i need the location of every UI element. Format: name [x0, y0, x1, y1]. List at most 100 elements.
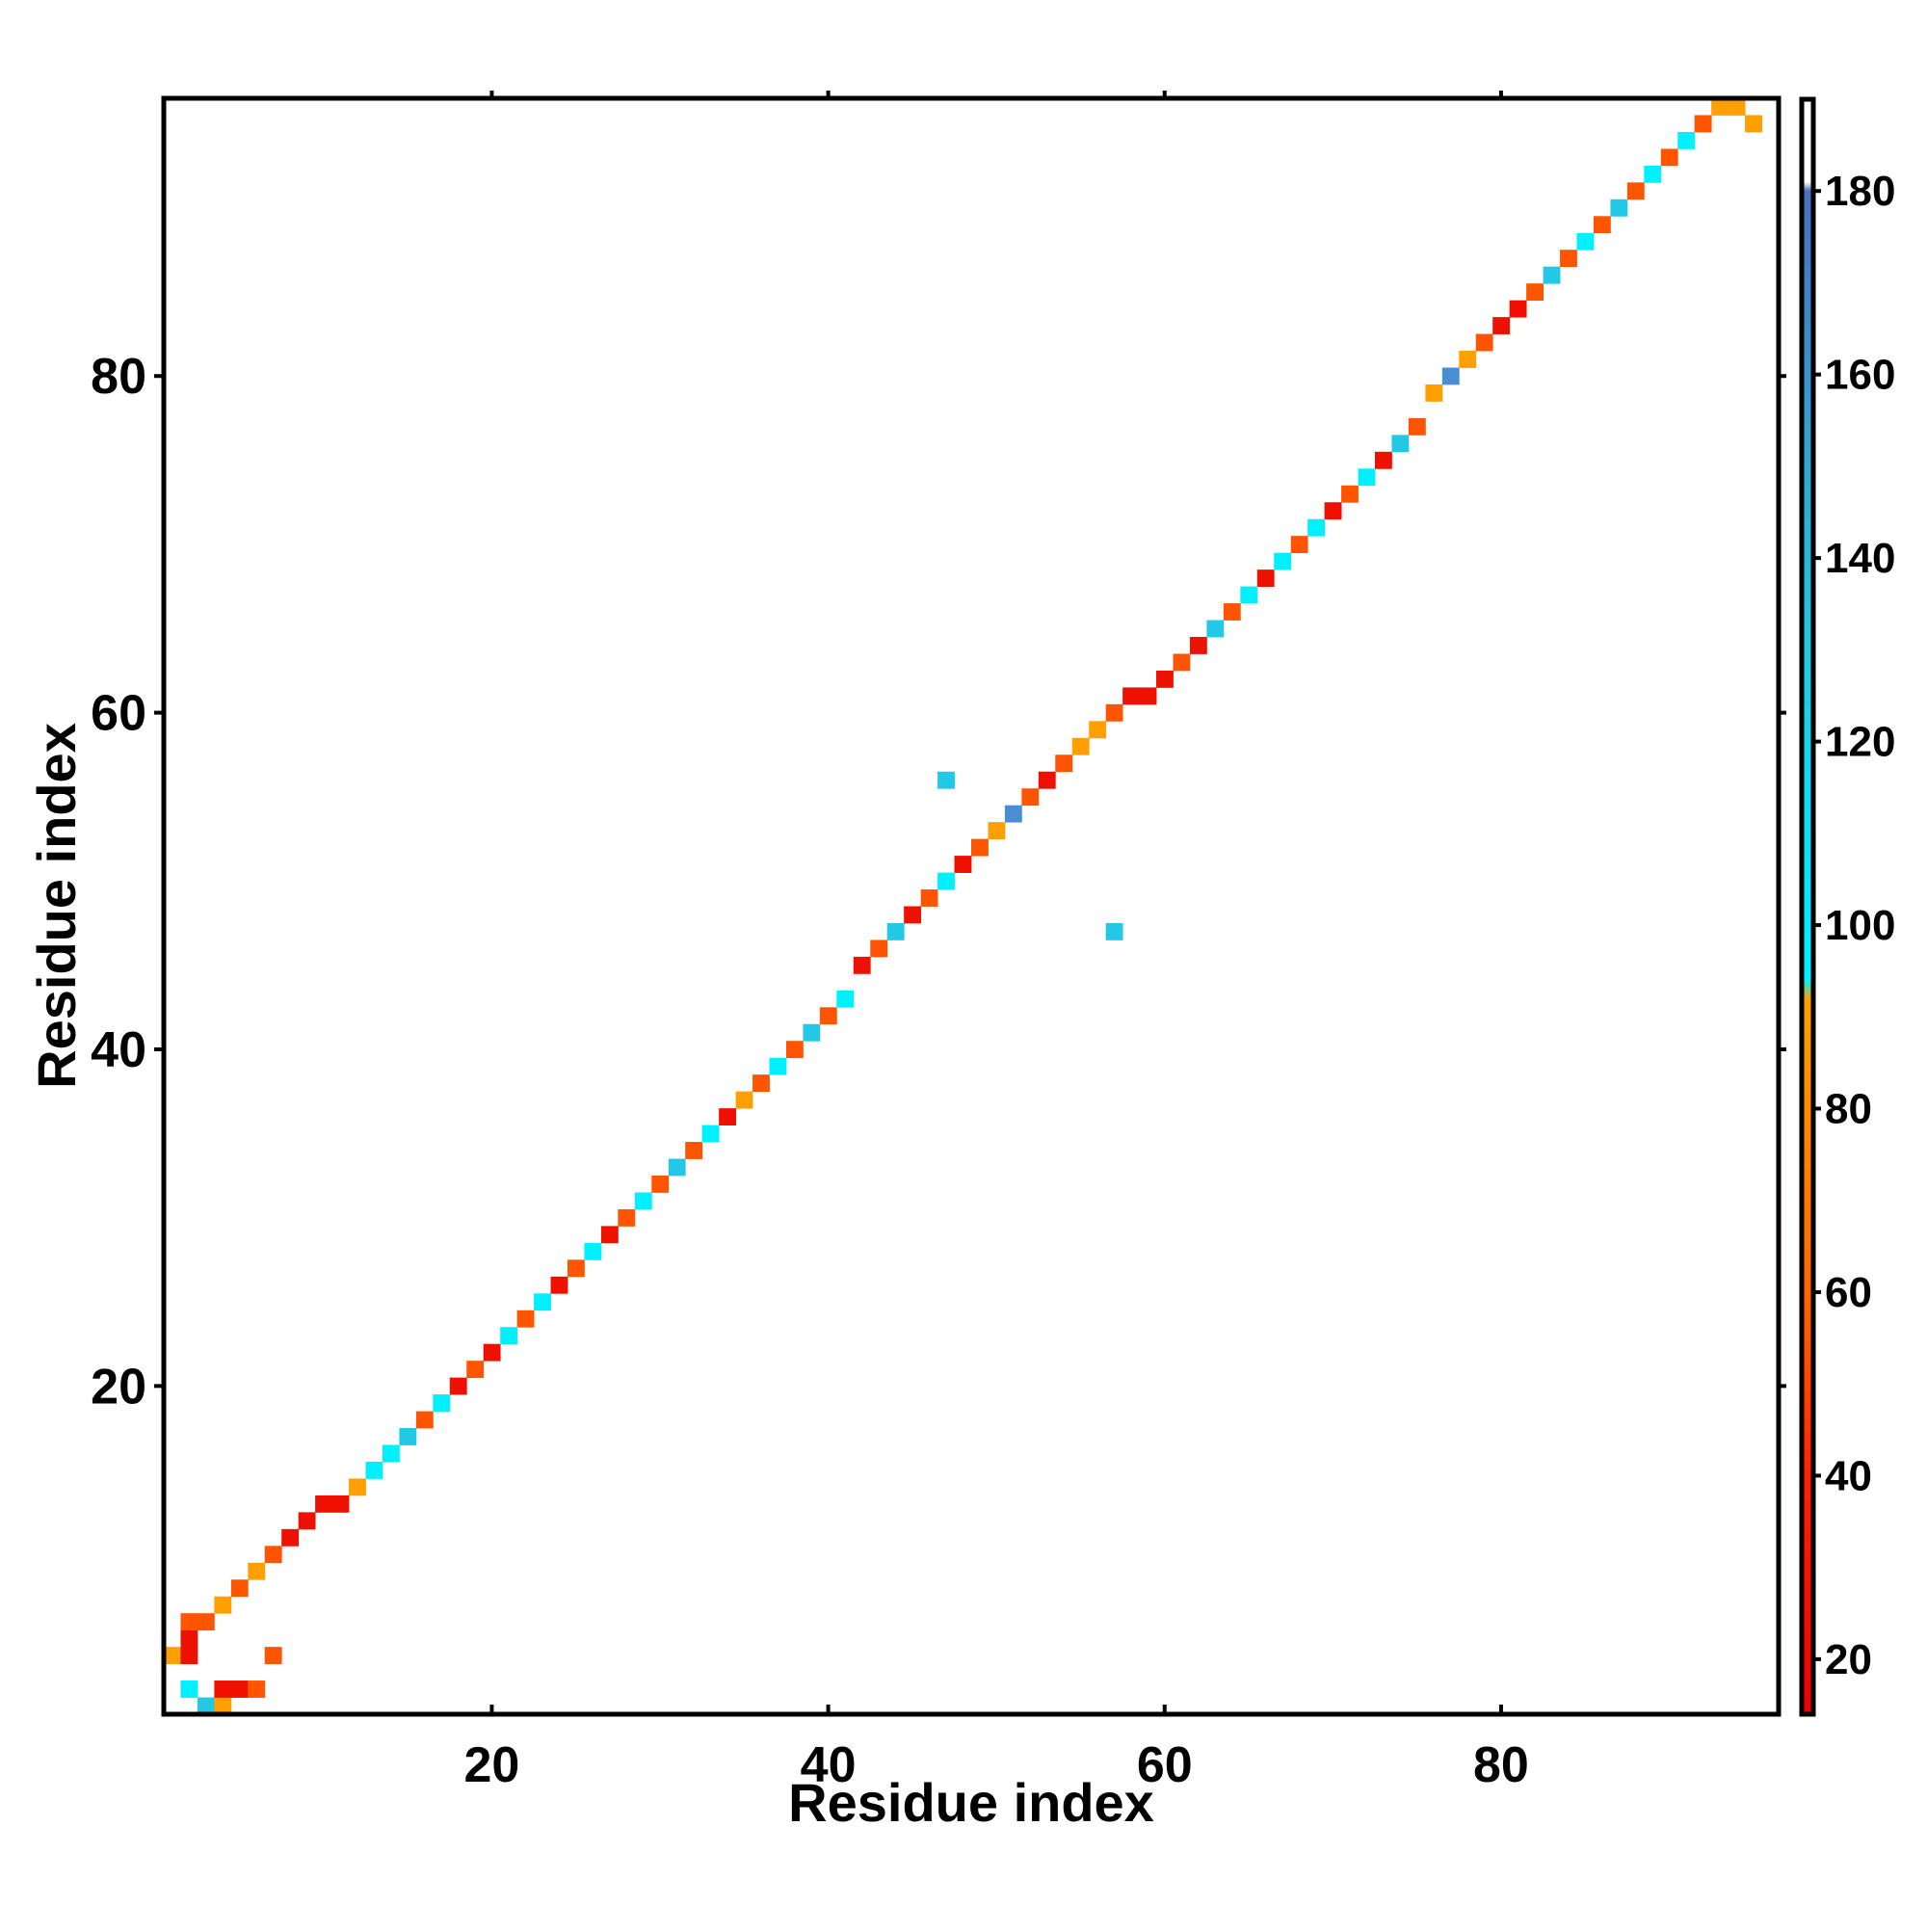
y-axis-title: Residue index — [26, 723, 87, 1089]
heatmap-cell — [331, 1495, 350, 1513]
heatmap-cell — [853, 956, 871, 974]
heatmap-cell — [449, 1377, 467, 1395]
heatmap-cell — [1139, 687, 1157, 705]
heatmap-cell — [264, 1546, 282, 1564]
heatmap-cell — [651, 1176, 670, 1193]
heatmap-cell — [399, 1428, 417, 1445]
heatmap-cell — [1408, 417, 1426, 436]
heatmap-cell — [971, 838, 989, 857]
heatmap-cell — [1021, 788, 1040, 807]
heatmap-cell — [1341, 485, 1359, 503]
heatmap-cell — [785, 1041, 804, 1059]
heatmap-cell — [264, 1647, 282, 1664]
heatmap-cell — [752, 1074, 770, 1093]
heatmap-cell — [315, 1495, 332, 1513]
heatmap-cell — [1004, 805, 1022, 823]
heatmap-cell — [1694, 115, 1712, 133]
y-tick-label: 20 — [91, 1359, 146, 1415]
heatmap-cell — [701, 1125, 720, 1143]
heatmap-cell — [719, 1108, 736, 1125]
heatmap-cell — [281, 1528, 300, 1547]
heatmap-cell — [1105, 922, 1123, 940]
x-tick-label: 40 — [801, 1737, 857, 1793]
heatmap-cell — [937, 771, 955, 789]
heatmap-cell — [1745, 115, 1762, 133]
heatmap-cell — [1173, 653, 1191, 672]
heatmap-cell — [1441, 367, 1460, 385]
heatmap-cell — [1475, 333, 1493, 352]
heatmap-cell — [1055, 754, 1073, 773]
colorbar-tick-label: 60 — [1825, 1269, 1872, 1316]
heatmap-cell — [1576, 232, 1595, 251]
heatmap-cell — [483, 1343, 501, 1362]
heatmap-cell — [1038, 771, 1056, 789]
heatmap-cell — [1660, 148, 1678, 167]
heatmap-cell — [1189, 637, 1207, 654]
heatmap-cell — [214, 1596, 232, 1614]
heatmap-cell — [954, 856, 972, 873]
colorbar-tick-label: 180 — [1825, 168, 1895, 215]
heatmap-cell — [668, 1158, 686, 1177]
colorbar-tick-label: 160 — [1825, 352, 1895, 399]
x-axis-title: Residue index — [788, 1772, 1154, 1833]
colorbar-tick-label: 140 — [1825, 535, 1895, 582]
heatmap-cell — [1626, 182, 1645, 200]
heatmap-cell — [1223, 603, 1241, 621]
heatmap-cell — [1728, 98, 1746, 116]
heatmap-cell — [164, 1647, 181, 1664]
heatmap-cell — [1526, 283, 1544, 302]
heatmap-cell — [920, 889, 938, 907]
heatmap-cell — [988, 822, 1006, 840]
heatmap-cell — [180, 1647, 198, 1664]
y-tick-label: 60 — [91, 686, 146, 742]
heatmap-cells — [164, 98, 1762, 1715]
heatmap-cell — [248, 1562, 266, 1580]
heatmap-cell — [550, 1276, 568, 1294]
heatmap-cell — [618, 1208, 636, 1227]
heatmap-cell — [365, 1461, 383, 1479]
heatmap-cell — [769, 1057, 787, 1075]
heatmap-cell — [1593, 216, 1611, 234]
heatmap-cell — [415, 1411, 434, 1429]
heatmap-cell — [214, 1697, 232, 1715]
heatmap-cell — [1071, 737, 1090, 755]
heatmap-cell — [197, 1613, 215, 1631]
y-tick-label: 80 — [91, 349, 146, 405]
y-tick-label: 40 — [91, 1022, 146, 1078]
heatmap-cell — [298, 1512, 316, 1530]
heatmap-cell — [1122, 687, 1140, 705]
heatmap-cell — [1391, 435, 1410, 453]
heatmap-cell — [1156, 670, 1174, 688]
heatmap-cell — [904, 906, 922, 924]
heatmap-cell — [1089, 721, 1107, 739]
colorbar-fill — [1799, 96, 1816, 1717]
heatmap-cell — [634, 1192, 652, 1210]
heatmap-cell — [180, 1629, 198, 1648]
heatmap-cell — [568, 1259, 585, 1278]
heatmap-cell — [349, 1478, 366, 1496]
heatmap-cell — [836, 990, 855, 1008]
heatmap-cell — [1644, 165, 1662, 183]
heatmap-cell — [1677, 131, 1696, 149]
heatmap-cell — [500, 1327, 518, 1345]
colorbar-tick-label: 40 — [1825, 1452, 1872, 1499]
heatmap-cell — [197, 1697, 215, 1715]
heatmap-cell — [600, 1226, 619, 1244]
heatmap-cell — [870, 940, 888, 958]
heatmap-cell — [180, 1681, 198, 1698]
heatmap-cell — [886, 922, 905, 940]
heatmap-cell — [516, 1310, 535, 1328]
axis-ticks: 20 40 60 80 20 40 60 80 — [91, 91, 1786, 1793]
heatmap-cell — [803, 1023, 821, 1042]
heatmap-cell — [1206, 620, 1225, 638]
x-tick-label: 20 — [464, 1737, 520, 1793]
heatmap-cell — [1560, 250, 1577, 268]
colorbar-tick-label: 20 — [1825, 1636, 1872, 1683]
heatmap-cell — [1610, 198, 1628, 217]
heatmap-cell — [180, 1613, 198, 1631]
heatmap-cell — [1307, 518, 1326, 537]
heatmap-cell — [433, 1394, 451, 1412]
